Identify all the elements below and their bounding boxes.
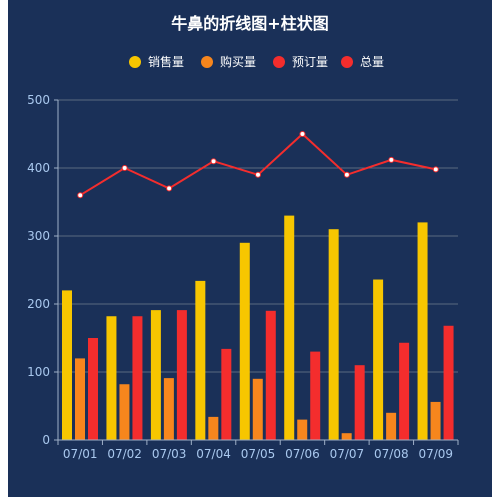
bar-1: [62, 290, 72, 440]
total-line-point: [299, 131, 306, 137]
bar-3: [310, 351, 321, 440]
total-line-point: [166, 185, 173, 192]
x-tick-label: 07/09: [418, 447, 453, 461]
bar-2: [163, 378, 174, 440]
legend-marker[interactable]: [129, 56, 141, 68]
bar-3: [354, 365, 365, 440]
legend-marker[interactable]: [341, 56, 353, 68]
bar-3: [88, 338, 98, 440]
bar-1: [284, 215, 295, 440]
y-axis: 0 100 200 300 400 500: [27, 93, 59, 447]
x-tick-label: 07/01: [63, 447, 98, 461]
x-tick-label: 07/07: [330, 447, 365, 461]
bar-1: [195, 280, 206, 440]
grid-lines: [58, 99, 458, 373]
bar-2: [386, 412, 397, 440]
legend-label[interactable]: 预订量: [292, 55, 328, 69]
bar-3: [443, 325, 454, 440]
total-line-point: [388, 156, 395, 163]
bars: [62, 215, 454, 440]
total-line-point: [432, 166, 439, 173]
legend-marker[interactable]: [201, 56, 213, 68]
bar-1: [239, 242, 250, 440]
legend-label[interactable]: 购买量: [220, 54, 256, 69]
x-axis: 07/01 07/02 07/03 07/04 07/05 07/06 07/07 07/08…: [57, 439, 459, 461]
bar-3: [399, 342, 410, 440]
legend-label[interactable]: 销售量: [148, 54, 184, 69]
x-tick-label: 07/05: [241, 447, 276, 461]
total-line-point: [210, 158, 217, 165]
legend-marker[interactable]: [273, 56, 285, 68]
y-tick-label: 0: [42, 433, 50, 447]
bar-3: [221, 348, 232, 440]
y-tick-label: 500: [27, 93, 50, 107]
bar-1: [106, 316, 117, 440]
total-line-point: [343, 171, 350, 178]
x-tick-label: 07/04: [196, 447, 231, 461]
bar-2: [430, 401, 441, 440]
bar-2: [75, 358, 85, 440]
bar-1: [373, 279, 384, 440]
y-tick-label: 400: [27, 161, 50, 175]
bar-1: [328, 229, 339, 440]
y-tick-label: 100: [27, 365, 50, 379]
y-tick-label: 300: [27, 229, 50, 243]
total-line-point: [255, 171, 261, 178]
bar-3: [176, 310, 187, 440]
legend: 销售量 购买量 预订量 总量: [129, 54, 384, 69]
bar-2: [297, 419, 308, 440]
chart-title: 牛鼻的折线图+柱状图: [171, 14, 328, 33]
bar-3: [265, 310, 276, 440]
legend-label[interactable]: 总量: [360, 55, 384, 69]
x-tick-label: 07/06: [285, 447, 320, 461]
x-tick-label: 07/02: [107, 447, 142, 461]
x-tick-label: 07/03: [152, 447, 187, 461]
total-line-point: [121, 165, 128, 171]
bar-2: [341, 433, 352, 440]
bar-1: [417, 222, 428, 440]
bar-2: [119, 384, 130, 440]
x-tick-label: 07/08: [374, 447, 409, 461]
chart-svg: 牛鼻的折线图+柱状图 销售量 购买量 预订量 总量 0100200300400500 …: [27, 14, 459, 461]
bar-3: [132, 316, 143, 440]
total-line-point: [77, 192, 84, 199]
y-tick-label: 200: [27, 297, 50, 311]
bar-1: [150, 310, 161, 440]
bar-2: [252, 378, 263, 440]
bar-2: [208, 416, 219, 440]
total-line: [77, 131, 439, 199]
chart-panel: 牛鼻的折线图+柱状图 销售量 购买量 预订量 总量 0 100 200 300 400 500 …: [8, 0, 492, 497]
total-line-path: [79, 132, 436, 197]
